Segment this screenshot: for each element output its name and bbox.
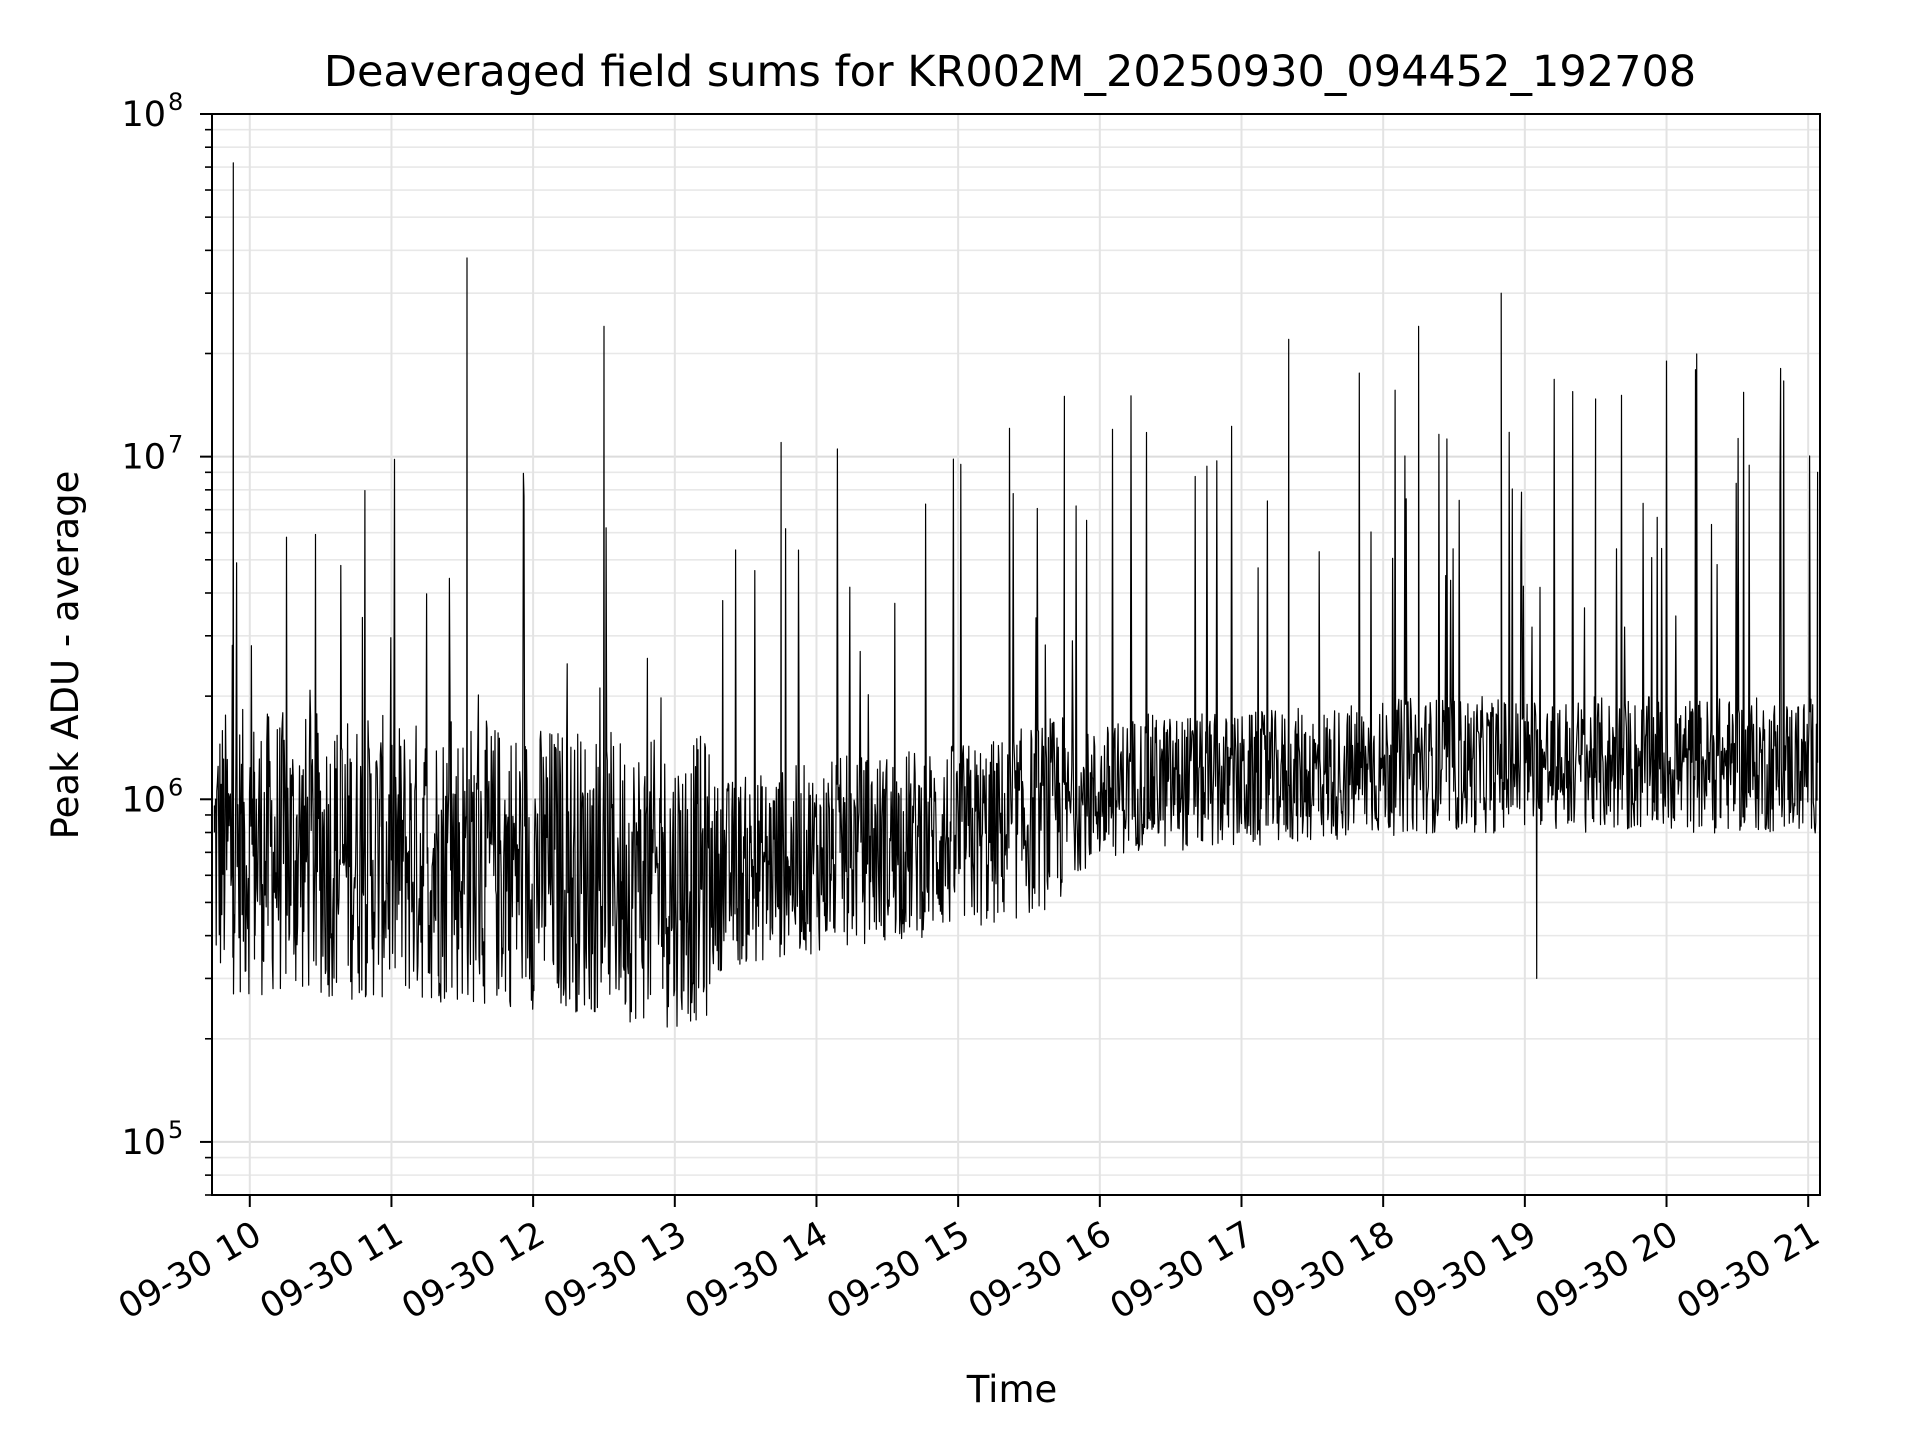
y-tick-exponent: 5 — [168, 1116, 183, 1144]
chart-title: Deaveraged field sums for KR002M_2025093… — [324, 47, 1696, 97]
y-axis-label: Peak ADU - average — [44, 471, 87, 840]
series-line — [213, 162, 1819, 1028]
y-tick-label: 10 — [121, 95, 166, 135]
y-tick-exponent: 7 — [168, 431, 183, 459]
y-tick-label: 10 — [121, 780, 166, 820]
y-tick-label: 10 — [121, 1123, 166, 1163]
y-tick-label: 10 — [121, 438, 166, 478]
y-tick-exponent: 8 — [168, 88, 183, 116]
plot-frame — [211, 113, 1821, 1196]
series-path — [213, 162, 1819, 1028]
y-tick-exponent: 6 — [168, 773, 183, 801]
x-axis-label: Time — [966, 1368, 1058, 1411]
